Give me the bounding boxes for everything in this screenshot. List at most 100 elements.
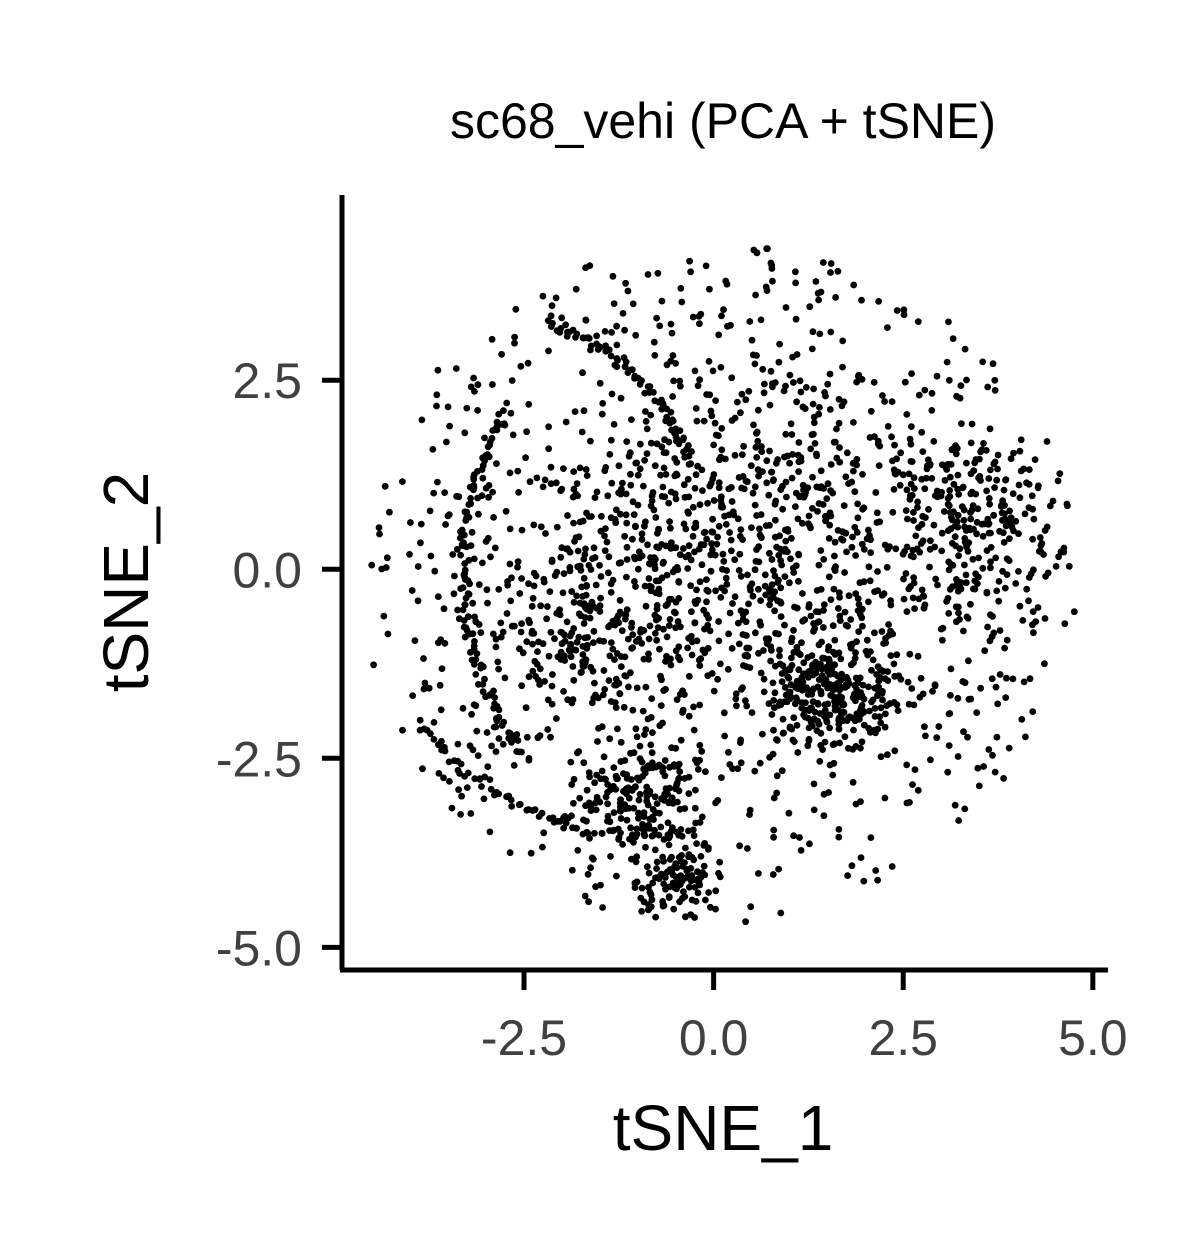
scatter-point <box>773 736 780 743</box>
scatter-point <box>987 611 994 619</box>
scatter-point <box>761 571 769 579</box>
scatter-point <box>631 578 638 585</box>
scatter-point <box>888 398 896 405</box>
scatter-point <box>619 770 627 777</box>
scatter-point <box>760 675 768 683</box>
scatter-point <box>814 701 822 708</box>
scatter-point <box>826 659 834 667</box>
scatter-point <box>478 466 486 473</box>
scatter-point <box>1029 505 1036 513</box>
scatter-point <box>733 702 740 710</box>
scatter-point <box>908 685 916 692</box>
scatter-point <box>483 729 491 736</box>
scatter-point <box>617 394 625 402</box>
scatter-point <box>562 545 570 553</box>
scatter-point <box>669 871 677 879</box>
scatter-point <box>660 464 668 472</box>
scatter-point <box>782 430 790 438</box>
scatter-point <box>706 482 714 490</box>
scatter-point <box>658 541 665 548</box>
scatter-point <box>877 666 884 674</box>
scatter-point <box>602 793 610 801</box>
scatter-point <box>775 576 782 584</box>
scatter-point <box>1020 678 1028 686</box>
x-tick-label: -2.5 <box>481 1010 567 1066</box>
scatter-point <box>368 561 376 569</box>
scatter-point <box>667 655 674 663</box>
scatter-point <box>671 455 679 462</box>
scatter-point <box>952 603 960 611</box>
scatter-point <box>455 493 463 501</box>
scatter-point <box>955 817 962 824</box>
scatter-point <box>1010 527 1017 535</box>
scatter-point <box>698 813 706 821</box>
scatter-point <box>745 600 752 608</box>
scatter-point <box>689 313 697 321</box>
x-axis-title: tSNE_1 <box>613 1092 834 1164</box>
scatter-point <box>988 675 996 683</box>
scatter-point <box>651 826 658 834</box>
scatter-point <box>571 408 579 415</box>
scatter-point <box>850 419 857 426</box>
scatter-point <box>987 558 994 566</box>
scatter-point <box>750 421 757 429</box>
scatter-point <box>817 288 825 296</box>
scatter-point <box>903 761 911 769</box>
scatter-point <box>618 627 626 635</box>
scatter-point <box>649 489 657 496</box>
scatter-point <box>623 790 630 797</box>
scatter-point <box>581 614 589 621</box>
scatter-point <box>931 682 939 690</box>
scatter-point <box>673 864 681 872</box>
scatter-point <box>459 584 467 591</box>
scatter-point <box>461 601 469 608</box>
scatter-point <box>757 316 765 324</box>
scatter-point <box>932 575 940 583</box>
scatter-point <box>737 759 745 767</box>
scatter-point <box>839 337 847 345</box>
scatter-point <box>708 412 716 420</box>
scatter-point <box>914 504 921 511</box>
scatter-point <box>857 854 865 861</box>
scatter-point <box>506 560 514 568</box>
y-axis-ticks: -5.0-2.50.02.5 <box>216 353 342 976</box>
scatter-point <box>734 515 742 523</box>
scatter-point <box>920 604 928 612</box>
scatter-point <box>993 476 1001 484</box>
scatter-point <box>668 539 675 546</box>
scatter-point <box>835 833 843 841</box>
scatter-point <box>596 637 603 644</box>
scatter-point <box>726 761 734 768</box>
scatter-point <box>622 490 630 498</box>
scatter-point <box>917 674 925 682</box>
scatter-point <box>994 451 1002 459</box>
scatter-point <box>686 257 693 265</box>
scatter-point <box>564 328 571 336</box>
scatter-point <box>788 638 795 646</box>
scatter-point <box>628 855 635 863</box>
scatter-point <box>926 545 934 553</box>
scatter-point <box>660 687 668 694</box>
scatter-point <box>487 785 495 793</box>
scatter-point <box>629 535 636 543</box>
scatter-point <box>623 556 631 563</box>
scatter-point <box>752 443 760 451</box>
scatter-point <box>709 367 717 375</box>
scatter-point <box>781 621 788 629</box>
scatter-point <box>1034 604 1042 611</box>
scatter-point <box>579 658 586 666</box>
scatter-point <box>809 505 816 512</box>
scatter-point <box>613 341 621 349</box>
scatter-point <box>622 279 629 287</box>
scatter-point <box>945 610 953 617</box>
scatter-point <box>497 619 505 627</box>
scatter-point <box>914 786 922 794</box>
scatter-point <box>1023 585 1031 593</box>
scatter-point <box>829 622 837 630</box>
scatter-point <box>638 530 646 538</box>
scatter-point <box>852 552 859 559</box>
scatter-point <box>851 681 859 689</box>
scatter-point <box>586 262 594 269</box>
scatter-point <box>855 628 863 635</box>
scatter-point <box>723 580 731 588</box>
